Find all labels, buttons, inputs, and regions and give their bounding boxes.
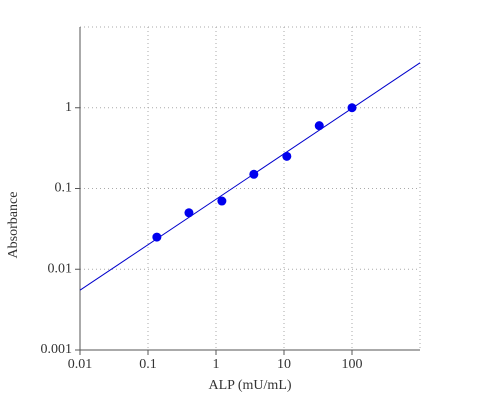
point xyxy=(152,232,162,242)
y-tick-label: 1 xyxy=(65,100,72,115)
y-tick-label: 0.1 xyxy=(55,181,73,196)
point xyxy=(347,103,357,113)
y-tick-label: 0.01 xyxy=(48,261,73,276)
x-tick-label: 0.01 xyxy=(68,357,93,372)
x-axis-label: ALP (mU/mL) xyxy=(208,378,291,393)
y-tick-label: 0.001 xyxy=(41,342,73,357)
point xyxy=(184,208,194,218)
point xyxy=(217,196,227,206)
point xyxy=(282,151,292,161)
point xyxy=(314,121,324,131)
x-tick-label: 0.1 xyxy=(139,357,157,372)
x-tick-label: 10 xyxy=(277,357,291,372)
y-axis-label: Absorbance xyxy=(6,192,21,259)
x-tick-label: 100 xyxy=(342,357,363,372)
x-tick-label: 1 xyxy=(213,357,220,372)
point xyxy=(249,169,259,179)
